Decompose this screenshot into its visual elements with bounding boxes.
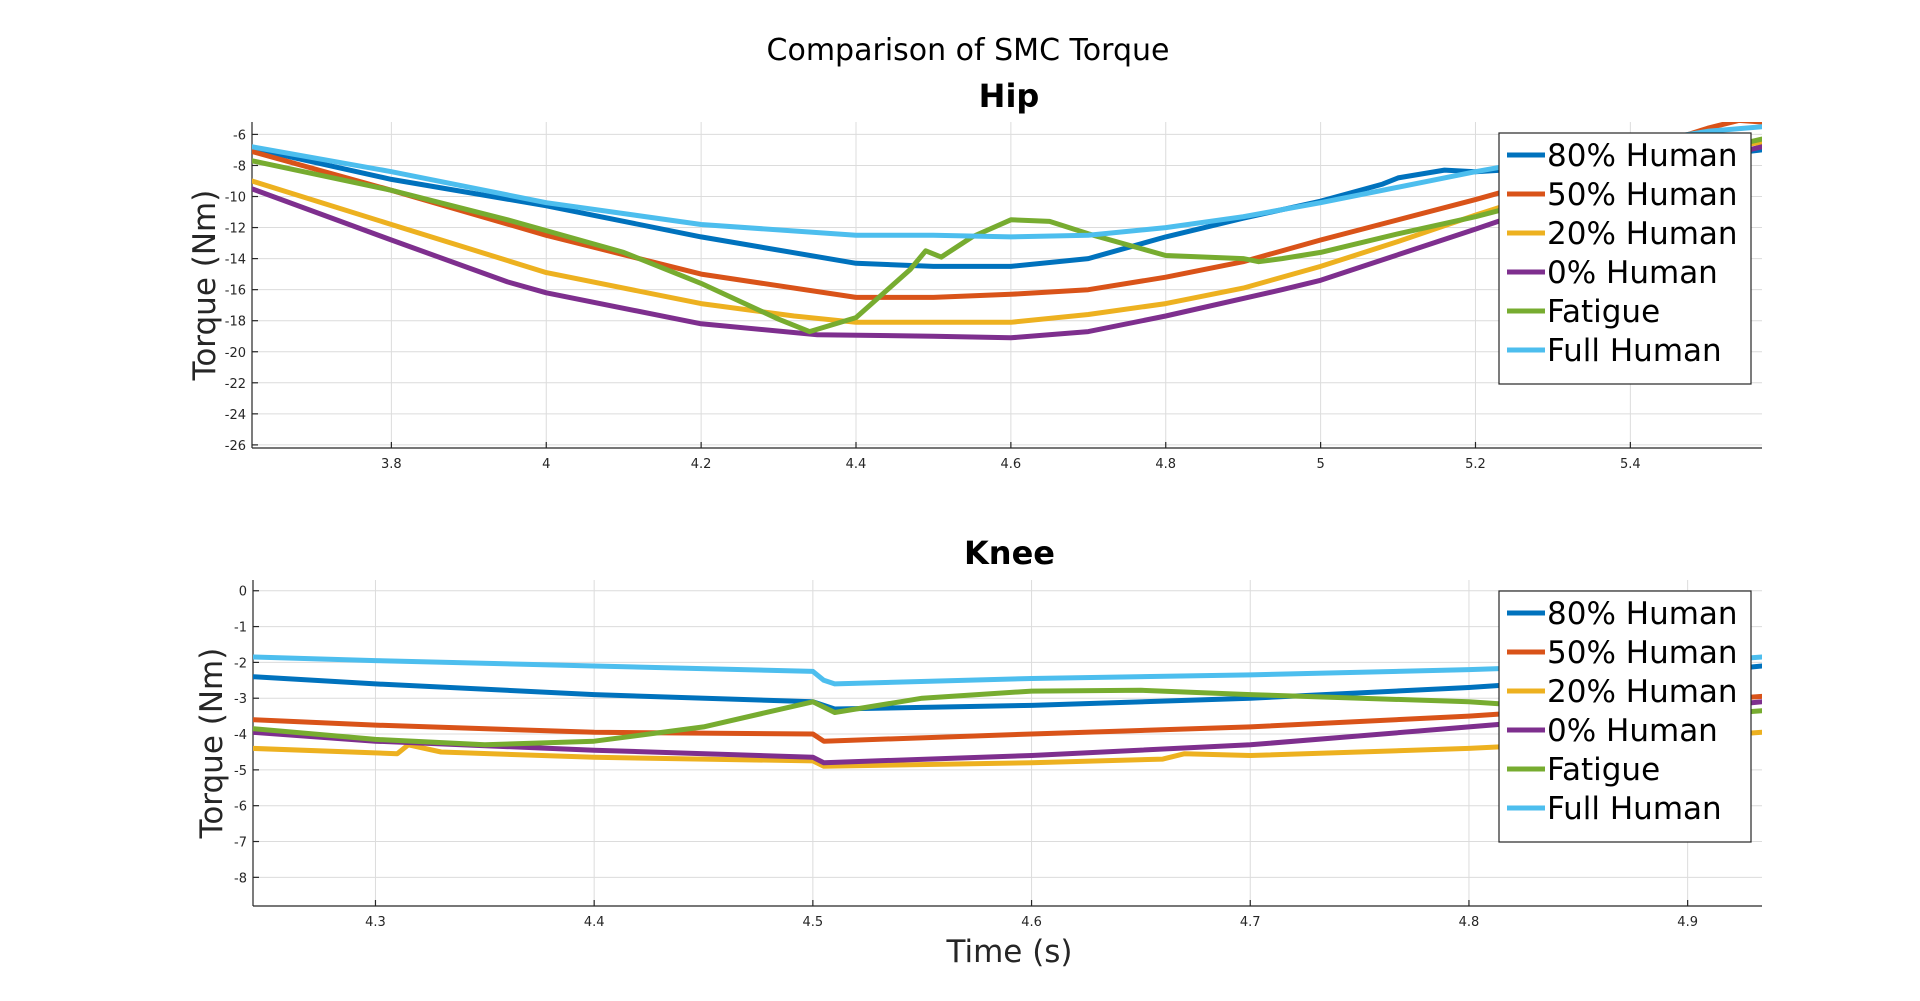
hip-y-tick-label: -24 bbox=[225, 408, 246, 423]
hip-y-tick-label: -8 bbox=[233, 159, 246, 174]
hip-y-tick-label: -20 bbox=[225, 346, 246, 361]
knee-x-tick-label: 4.8 bbox=[1459, 915, 1480, 930]
hip-x-tick-label: 3.8 bbox=[381, 457, 402, 472]
knee-y-tick-label: -7 bbox=[234, 836, 247, 851]
hip-legend-entry: 20% Human bbox=[1547, 216, 1738, 252]
knee-y-tick-label: -8 bbox=[234, 871, 247, 886]
hip-x-tick-label: 4.2 bbox=[691, 457, 712, 472]
hip-legend-entry: 50% Human bbox=[1547, 177, 1738, 213]
knee-legend-entry: Full Human bbox=[1547, 791, 1722, 827]
knee-x-axis-label: Time (s) bbox=[945, 934, 1072, 970]
knee-y-tick-label: -6 bbox=[234, 800, 247, 815]
hip-x-tick-label: 4.8 bbox=[1155, 457, 1176, 472]
knee-legend-entry: 0% Human bbox=[1547, 713, 1718, 749]
hip-x-tick-label: 5 bbox=[1316, 457, 1324, 472]
knee-x-tick-label: 4.4 bbox=[584, 915, 605, 930]
hip-y-tick-label: -10 bbox=[225, 191, 246, 206]
hip-x-tick-label: 5.4 bbox=[1620, 457, 1641, 472]
knee-x-tick-label: 4.5 bbox=[803, 915, 824, 930]
hip-legend-entry: Full Human bbox=[1547, 333, 1722, 369]
hip-x-tick-label: 4.4 bbox=[846, 457, 867, 472]
hip-series-fatigue bbox=[252, 136, 1762, 335]
knee-title: Knee bbox=[964, 534, 1055, 572]
hip-legend-entry: 0% Human bbox=[1547, 255, 1718, 291]
hip-x-tick-label: 5.2 bbox=[1465, 457, 1486, 472]
knee-legend-entry: 20% Human bbox=[1547, 674, 1738, 710]
knee-y-tick-label: -4 bbox=[234, 728, 247, 743]
knee-y-tick-label: -5 bbox=[234, 764, 247, 779]
knee-x-tick-label: 4.7 bbox=[1240, 915, 1261, 930]
hip-x-tick-label: 4.6 bbox=[1001, 457, 1022, 472]
knee-series-20-human bbox=[253, 729, 1762, 769]
hip-y-tick-label: -14 bbox=[225, 253, 246, 268]
hip-y-tick-label: -16 bbox=[225, 284, 246, 299]
hip-title: Hip bbox=[979, 77, 1040, 115]
knee-y-axis-label: Torque (Nm) bbox=[194, 648, 230, 840]
knee-panel: 4.3 4.4 4.5 4.6 4.7 4.8 4.9 0 -1 -2 -3 -4 -5 -6 -7 -8 Kn… bbox=[194, 534, 1762, 970]
knee-x-tick-label: 4.3 bbox=[365, 915, 386, 930]
hip-x-tick-label: 4 bbox=[542, 457, 550, 472]
hip-y-tick-label: -6 bbox=[233, 128, 246, 143]
hip-y-tick-label: -12 bbox=[225, 222, 246, 237]
knee-legend-entry: Fatigue bbox=[1547, 752, 1660, 788]
figure-title: Comparison of SMC Torque bbox=[767, 33, 1170, 68]
hip-panel: 3.8 4 4.2 4.4 4.6 4.8 5 5.2 5.4 -6 -8 -10 -12 -14 -16 -… bbox=[187, 77, 1762, 472]
hip-y-tick-label: -18 bbox=[225, 315, 246, 330]
knee-y-tick-label: -1 bbox=[234, 621, 247, 636]
hip-y-tick-label: -22 bbox=[225, 377, 246, 392]
hip-y-axis-label: Torque (Nm) bbox=[187, 190, 223, 382]
hip-y-tick-label: -26 bbox=[225, 439, 246, 454]
hip-legend-entry: 80% Human bbox=[1547, 138, 1738, 174]
knee-y-tick-label: -2 bbox=[234, 656, 247, 671]
knee-y-tick-label: 0 bbox=[239, 585, 247, 600]
knee-series-fatigue bbox=[253, 687, 1762, 748]
knee-legend-entry: 80% Human bbox=[1547, 596, 1738, 632]
knee-x-tick-label: 4.6 bbox=[1021, 915, 1042, 930]
knee-x-tick-label: 4.9 bbox=[1677, 915, 1698, 930]
hip-legend-entry: Fatigue bbox=[1547, 294, 1660, 330]
knee-legend-entry: 50% Human bbox=[1547, 635, 1738, 671]
knee-y-tick-label: -3 bbox=[234, 692, 247, 707]
